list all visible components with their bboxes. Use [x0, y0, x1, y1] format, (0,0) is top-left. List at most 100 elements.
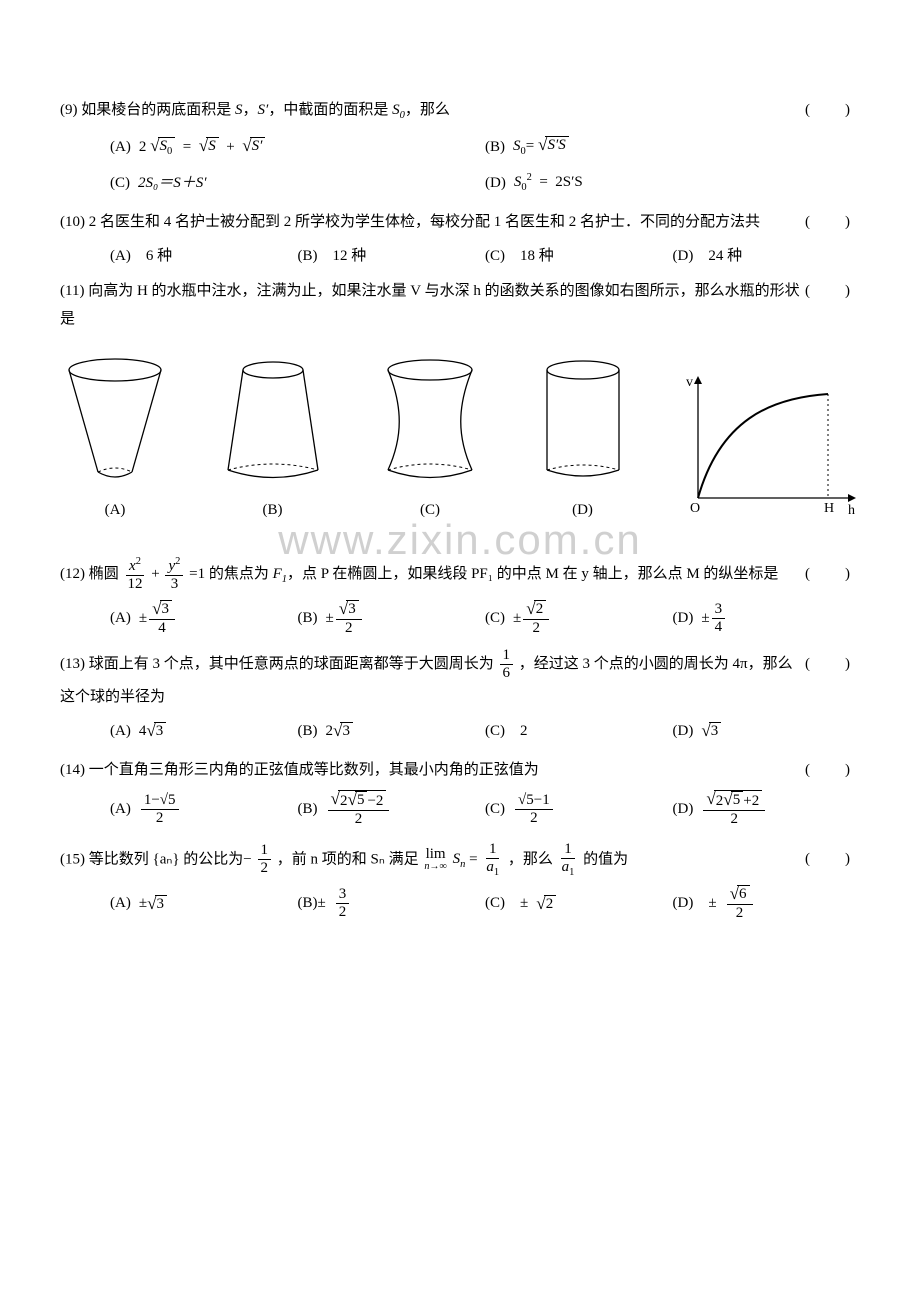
q9-num: (9) [60, 102, 78, 118]
q11-paren: ( ) [805, 277, 860, 306]
q13-A: (A) 4√3 [110, 717, 298, 746]
shape-b-icon [218, 352, 328, 492]
q15-1overa1-a: 1a1 [483, 841, 502, 879]
q9-optC: (C) 2S₀＝S＋S′ [110, 168, 485, 198]
q13-text1: 球面上有 3 个点，其中任意两点的球面距离都等于大圆周长为 [89, 656, 494, 672]
q14-line: (14) 一个直角三角形三内角的正弦值成等比数列，其最小内角的正弦值为 ( ) [60, 756, 860, 785]
q13-frac: 16 [500, 647, 514, 683]
q15-num: (15) [60, 851, 85, 867]
q9-options-row2: (C) 2S₀＝S＋S′ (D) S02 = 2S′S [60, 168, 860, 198]
q12-frac-y: y2 3 [165, 556, 183, 594]
q11-label-D: (D) [533, 496, 633, 525]
q13-C: (C) 2 [485, 717, 673, 746]
q15-B: (B)± 32 [298, 885, 486, 923]
q12-D: (D) ± 34 [673, 600, 861, 638]
q14-D: (D) √2√5+2 2 [673, 790, 861, 829]
q13-D: (D) √3 [673, 717, 861, 746]
q9-prefix: 如果棱台的两底面积是 [81, 102, 235, 118]
q11-label-A: (A) [60, 496, 170, 525]
q15-D: (D) ± √62 [673, 885, 861, 923]
q12-paren: ( ) [805, 560, 860, 589]
q10-D: (D) 24 种 [673, 242, 861, 271]
q14-options: (A) 1−√52 (B) √2√5−2 2 (C) √5−12 (D) √2√… [60, 790, 860, 829]
q9-D-expr: S02 = 2S′S [514, 168, 583, 198]
q10-text-block: (10) 2 名医生和 4 名护士被分配到 2 所学校为学生体检，每校分配 1 … [60, 208, 860, 237]
q10-options: (A) 6 种 (B) 12 种 (C) 18 种 (D) 24 种 [60, 242, 860, 271]
q11-text: 向高为 H 的水瓶中注水，注满为止，如果注水量 V 与水深 h 的函数关系的图像… [60, 283, 800, 328]
q12-eq: =1 的焦点为 [189, 566, 272, 582]
q13-paren: ( ) [805, 650, 860, 679]
q11-shape-C: (C) [375, 352, 485, 525]
q13-num: (13) [60, 656, 85, 672]
q15-t1: 等比数列 {aₙ} 的公比为− [89, 851, 252, 867]
q9-options-row1: (A) 2 √S0 = √S + √S′ (B) S0= √S′S [60, 132, 860, 162]
q11-label-C: (C) [375, 496, 485, 525]
q9-B-expr: S0= √S′S [513, 132, 569, 162]
q9-text: (9) 如果棱台的两底面积是 S，S′，中截面的面积是 S0，那么 [60, 96, 805, 126]
axis-H-label: H [824, 501, 834, 516]
graph-icon: v h O H [680, 370, 860, 520]
q14-A: (A) 1−√52 [110, 790, 298, 829]
q10-num: (10) [60, 214, 85, 230]
q10-text: 2 名医生和 4 名护士被分配到 2 所学校为学生体检，每校分配 1 名医生和 … [89, 214, 760, 230]
q15-line: (15) 等比数列 {aₙ} 的公比为− 12 ，前 n 项的和 Sₙ 满足 l… [60, 841, 860, 879]
q15-t4: 的值为 [583, 851, 628, 867]
q10-A: (A) 6 种 [110, 242, 298, 271]
q14-paren: ( ) [805, 756, 860, 785]
q9-B-label: (B) [485, 133, 505, 162]
shape-d-icon [533, 352, 633, 492]
q14-C: (C) √5−12 [485, 790, 673, 829]
q10-B: (B) 12 种 [298, 242, 486, 271]
q9-paren: ( ) [805, 96, 860, 125]
q15-half: 12 [258, 842, 272, 878]
q9-optB: (B) S0= √S′S [485, 132, 860, 162]
q12-C: (C) ± √22 [485, 600, 673, 638]
q13-B: (B) 2√3 [298, 717, 486, 746]
q12-prefix: 椭圆 [89, 566, 119, 582]
axis-o-label: O [690, 501, 700, 516]
q13-line: (13) 球面上有 3 个点，其中任意两点的球面距离都等于大圆周长为 16 ，经… [60, 647, 860, 711]
q9-m1: ， [243, 102, 258, 118]
q10-paren: ( ) [805, 208, 860, 237]
q9-Sp: S′ [258, 102, 269, 118]
q15-A: (A) ± √3 [110, 885, 298, 923]
q11-num: (11) [60, 283, 84, 299]
shape-a-icon [60, 352, 170, 492]
q15-t3: ，那么 [508, 851, 553, 867]
q15-1overa1-b: 1a1 [559, 841, 578, 879]
q15-lim: limn→∞ [424, 847, 447, 872]
q15-C: (C) ± √2 [485, 885, 673, 923]
q12-A: (A) ± √34 [110, 600, 298, 638]
q12-frac-x: x2 12 [125, 556, 146, 594]
q11-shape-A: (A) [60, 352, 170, 525]
q10-C: (C) 18 种 [485, 242, 673, 271]
q12-mid: ，点 P 在椭圆上，如果线段 PF₁ 的中点 M 在 y 轴上，那么点 M 的纵… [287, 566, 778, 582]
axis-v-label: v [686, 375, 693, 390]
q11-label-B: (B) [218, 496, 328, 525]
q9-m2: ，中截面的面积是 [268, 102, 392, 118]
q11-line: (11) 向高为 H 的水瓶中注水，注满为止，如果注水量 V 与水深 h 的函数… [60, 277, 860, 334]
q9-A-expr: 2 √S0 = √S + √S′ [139, 133, 266, 162]
q9-line1: (9) 如果棱台的两底面积是 S，S′，中截面的面积是 S0，那么 ( ) [60, 96, 860, 126]
q14-B: (B) √2√5−2 2 [298, 790, 486, 829]
q9-end: ，那么 [405, 102, 450, 118]
q13-options: (A) 4√3 (B) 2√3 (C) 2 (D) √3 [60, 717, 860, 746]
q11-shape-D: (D) [533, 352, 633, 525]
q9-A-label: (A) [110, 133, 131, 162]
q9-S: S [235, 102, 243, 118]
q14-text: 一个直角三角形三内角的正弦值成等比数列，其最小内角的正弦值为 [89, 762, 539, 778]
axis-h-label: h [848, 503, 855, 518]
q15-options: (A) ± √3 (B)± 32 (C) ± √2 (D) ± √62 [60, 885, 860, 923]
q12-num: (12) [60, 566, 85, 582]
q11-graph: v h O H [680, 370, 860, 524]
q9-C-label: (C) [110, 169, 130, 198]
q11-shapes: (A) (B) (C) (D) [60, 352, 860, 525]
q15-paren: ( ) [805, 845, 860, 874]
q9-optD: (D) S02 = 2S′S [485, 168, 860, 198]
q9-D-label: (D) [485, 169, 506, 198]
q11-shape-B: (B) [218, 352, 328, 525]
q12-line: (12) 椭圆 x2 12 + y2 3 =1 的焦点为 F1，点 P 在椭圆上… [60, 556, 860, 594]
q9-S0: S0 [392, 102, 405, 118]
q9-C-expr: 2S₀＝S＋S′ [138, 169, 207, 198]
q15-t2: ，前 n 项的和 Sₙ 满足 [277, 851, 423, 867]
